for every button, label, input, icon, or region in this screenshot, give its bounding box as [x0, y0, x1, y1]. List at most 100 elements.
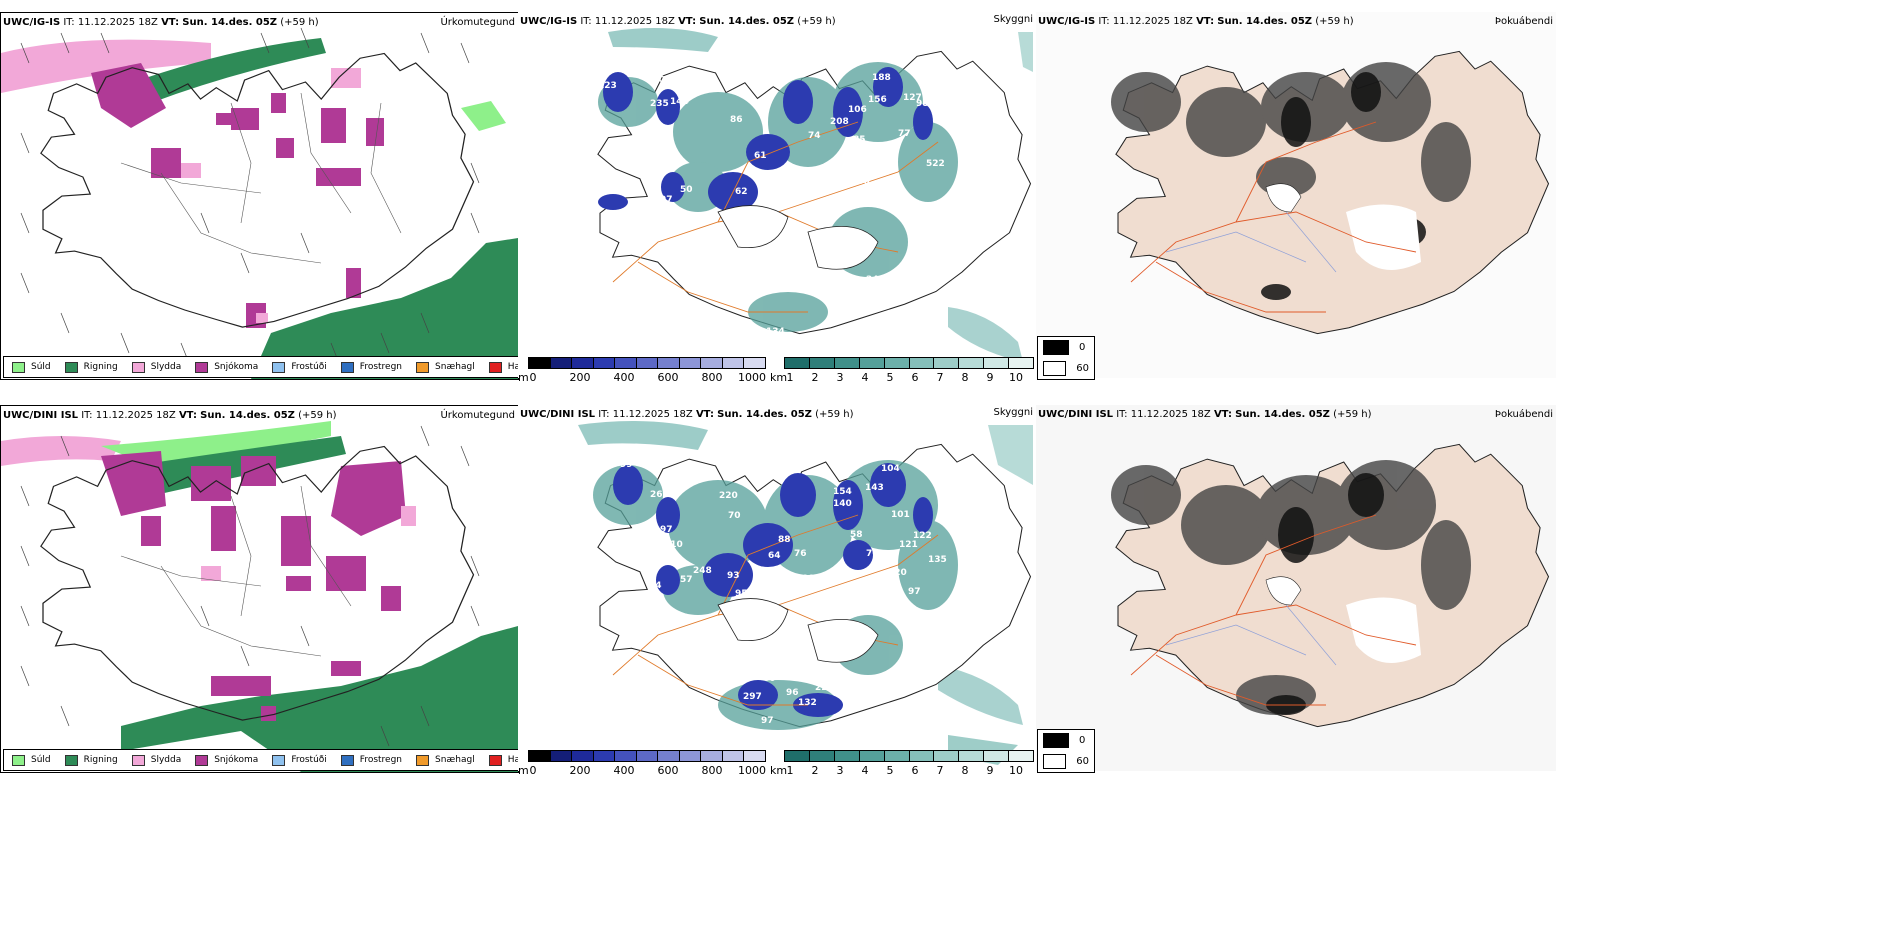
- it-label: IT:: [1116, 409, 1128, 420]
- height-tick: 0: [529, 371, 537, 384]
- vis-unit: km: [770, 371, 788, 384]
- vis-label: 106: [848, 105, 867, 115]
- lead-time: (+59 h): [298, 410, 337, 421]
- vis-label: 99: [620, 460, 633, 470]
- visibility-map-row2: 99 260 97 110 248 57 84 93 95 220 70 89 …: [578, 421, 1033, 765]
- precip-legend-row1: Súld Rigning Slydda Snjókoma Frostúði Fr…: [3, 356, 518, 378]
- precip-legend-row2: Súld Rigning Slydda Snjókoma Frostúði Fr…: [3, 749, 518, 771]
- vt-label: VT:: [178, 410, 197, 421]
- vis-label: 86: [628, 69, 641, 79]
- vis-label: 80: [636, 148, 649, 158]
- cloud-legend-row2: 0 60: [1037, 729, 1095, 773]
- visibility-panel-row2: 99 260 97 110 248 57 84 93 95 220 70 89 …: [518, 405, 1036, 771]
- lead-time: (+59 h): [1333, 409, 1372, 420]
- vis-label: 120: [888, 568, 907, 578]
- vis-label: 100: [851, 177, 870, 187]
- it-label: IT:: [1098, 16, 1110, 27]
- legend-item: Snjókoma: [195, 754, 258, 766]
- header-row2-cloud: UWC/DINI ISL IT: 11.12.2025 18Z VT: Sun.…: [1038, 409, 1372, 421]
- legend-item: Frostúði: [272, 361, 327, 373]
- it-value: 11.12.2025 18Z: [77, 17, 158, 28]
- precip-panel-row2: UWC/DINI ISL IT: 11.12.2025 18Z VT: Sun.…: [0, 405, 519, 773]
- lead-time: (+59 h): [1315, 16, 1354, 27]
- vis-label: 278: [746, 287, 765, 297]
- cloud-legend-row1: 0 60: [1037, 336, 1095, 380]
- vis-tick: 3: [836, 764, 844, 777]
- vt-label: VT:: [1213, 409, 1232, 420]
- vis-tick: 3: [836, 371, 844, 384]
- vt-value: Sun. 14.des. 05Z: [1217, 16, 1313, 27]
- vt-label: VT:: [678, 16, 697, 27]
- vis-label: 58: [850, 530, 863, 540]
- vis-label: 89: [762, 487, 775, 497]
- header-row1-precip: UWC/IG-IS IT: 11.12.2025 18Z VT: Sun. 14…: [3, 17, 319, 29]
- legend-item: Snjókoma: [195, 361, 258, 373]
- vis-tick: 10: [1009, 371, 1023, 384]
- vis-label: 208: [830, 117, 849, 127]
- vt-label: VT:: [695, 409, 714, 420]
- cloud-panel-row2: UWC/DINI ISL IT: 11.12.2025 18Z VT: Sun.…: [1036, 405, 1556, 771]
- height-tick: 800: [701, 371, 723, 384]
- vis-label: 95: [735, 589, 748, 599]
- cloud-legend-item: 0: [1038, 337, 1094, 358]
- legend-item: Frostregn: [340, 361, 402, 373]
- vt-value: Sun. 14.des. 05Z: [699, 16, 795, 27]
- it-value: 11.12.2025 18Z: [612, 409, 693, 420]
- vis-label: 96: [786, 688, 799, 698]
- vis-label: 121: [899, 540, 918, 550]
- vis-label: 522: [926, 159, 945, 169]
- legend-item: Frostregn: [340, 754, 402, 766]
- vis-label: 86: [730, 115, 743, 125]
- vis-label: 235: [650, 99, 669, 109]
- cloud-panel-row1: UWC/IG-IS IT: 11.12.2025 18Z VT: Sun. 14…: [1036, 12, 1556, 378]
- height-unit: m: [518, 371, 529, 384]
- visibility-title: Skyggni: [993, 14, 1033, 25]
- height-tick: 800: [701, 764, 723, 777]
- vis-label: 110: [664, 540, 683, 550]
- legend-item: Snæhagl: [416, 361, 475, 373]
- legend-item: Haglél: [488, 754, 518, 766]
- legend-item: Súld: [12, 754, 51, 766]
- vis-label: 127: [903, 93, 922, 103]
- legend-item: Rigning: [64, 754, 118, 766]
- vis-label: 101: [891, 510, 910, 520]
- model-name: UWC/IG-IS: [520, 16, 578, 27]
- vt-value: Sun. 14.des. 05Z: [717, 409, 812, 420]
- cloud-title: Þokuábendi: [1494, 409, 1553, 420]
- height-tick: 400: [613, 764, 635, 777]
- model-name: UWC/DINI ISL: [3, 410, 79, 421]
- height-tick: 600: [657, 764, 679, 777]
- height-tick: 0: [529, 764, 537, 777]
- vis-label: 97: [660, 525, 673, 535]
- vis-label: 98: [916, 99, 929, 109]
- vis-tick: 5: [886, 371, 894, 384]
- vis-label: 221: [815, 683, 834, 693]
- vis-label: 104: [881, 464, 900, 474]
- height-colorbar-row2: m 0 200 400 600 800 1000: [518, 750, 768, 784]
- vis-tick: 1: [786, 371, 794, 384]
- model-name: UWC/IG-IS: [1038, 16, 1096, 27]
- height-tick: 400: [613, 371, 635, 384]
- vis-label: 220: [719, 491, 738, 501]
- vis-label: 97: [761, 716, 774, 726]
- vis-label: 60: [763, 674, 776, 684]
- vis-tick: 10: [1009, 764, 1023, 777]
- vt-label: VT:: [1196, 16, 1215, 27]
- vis-label: 137: [636, 133, 655, 143]
- height-colorbar-row1: m 0 200 400 600 800 1000: [518, 357, 768, 391]
- legend-item: Haglél: [488, 361, 518, 373]
- vis-unit: km: [770, 764, 788, 777]
- height-tick: 1000: [738, 764, 766, 777]
- visibility-title: Skyggni: [993, 407, 1033, 418]
- vis-tick: 2: [811, 764, 819, 777]
- header-row1-cloud: UWC/IG-IS IT: 11.12.2025 18Z VT: Sun. 14…: [1038, 16, 1354, 28]
- legend-item: Frostúði: [272, 754, 327, 766]
- legend-item: Súld: [12, 361, 51, 373]
- lead-time: (+59 h): [815, 409, 854, 420]
- vis-label: 144: [670, 97, 689, 107]
- lead-time: (+59 h): [797, 16, 836, 27]
- vis-tick: 4: [861, 764, 869, 777]
- vis-label: 299: [796, 574, 815, 584]
- vis-tick: 2: [811, 371, 819, 384]
- vis-label: 97: [908, 587, 921, 597]
